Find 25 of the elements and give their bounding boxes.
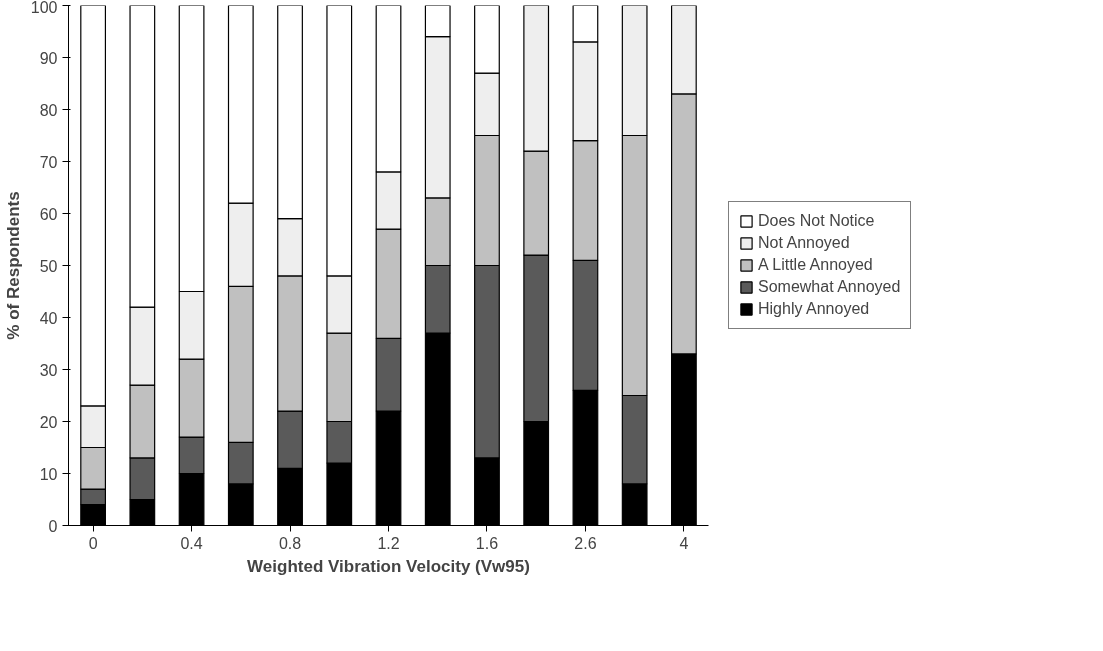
y-tick-label: 60 xyxy=(39,205,58,223)
y-tick-label: 0 xyxy=(48,517,58,535)
y-axis-title: % of Respondents xyxy=(3,191,23,340)
y-tick-label: 100 xyxy=(30,0,58,16)
x-tick-label: 4 xyxy=(679,534,689,552)
x-tick-label: 2.6 xyxy=(574,534,597,552)
legend-label: Somewhat Annoyed xyxy=(758,278,901,296)
y-tick-label: 40 xyxy=(39,309,58,327)
x-tick-label: 1.6 xyxy=(475,534,499,552)
x-tick-label: 1.2 xyxy=(377,534,400,552)
y-tick-label: 10 xyxy=(39,465,58,483)
x-tick-label: 0.8 xyxy=(278,534,302,552)
y-tick-label: 20 xyxy=(39,413,58,431)
x-tick-label: 0.4 xyxy=(180,534,203,552)
y-tick-label: 30 xyxy=(39,361,58,379)
y-tick-label: 50 xyxy=(39,257,58,275)
legend-label: A Little Annoyed xyxy=(758,256,873,274)
x-tick-label: 0 xyxy=(88,534,98,552)
legend-label: Does Not Notice xyxy=(758,212,875,230)
legend-label: Not Annoyed xyxy=(758,234,850,252)
y-tick-label: 70 xyxy=(39,153,58,171)
y-tick-label: 90 xyxy=(39,49,58,67)
y-tick-label: 80 xyxy=(39,101,58,119)
legend-label: Highly Annoyed xyxy=(758,300,870,318)
x-axis-title: Weighted Vibration Velocity (Vw95) xyxy=(247,556,530,576)
